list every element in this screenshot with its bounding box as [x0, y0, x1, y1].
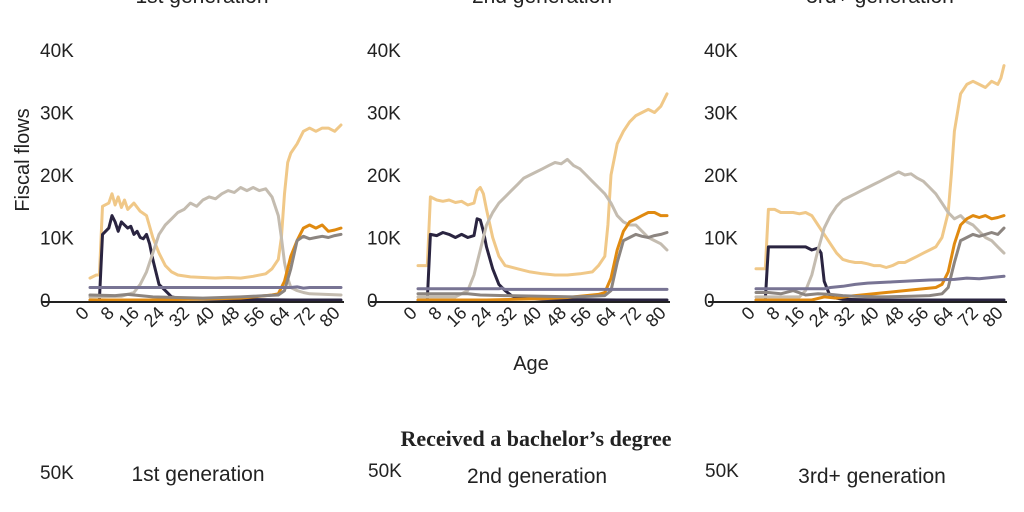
- x-tick-label: 0: [72, 303, 93, 324]
- y-tick-label: 10K: [704, 229, 738, 250]
- series-line-slate: [416, 286, 669, 291]
- series-line-light-orange: [416, 92, 669, 277]
- series-line-slate: [88, 285, 343, 290]
- series-line-light-gray: [416, 157, 669, 299]
- chart-panel-3: 3rd+ generation010K20K30K40K081624324048…: [704, 0, 1007, 331]
- y-tick-label: 30K: [704, 104, 738, 125]
- bottom-panel-title-3rd: 3rd+ generation: [798, 465, 946, 488]
- x-tick-label: 80: [316, 303, 344, 331]
- x-tick-label: 80: [979, 303, 1007, 331]
- y-axis-title: Fiscal flows: [12, 108, 34, 211]
- series-line-slate: [754, 274, 1006, 291]
- x-axis-title: Age: [513, 353, 549, 375]
- chart-panel-1: 1st generation010K20K30K40K0816243240485…: [40, 0, 344, 331]
- series-line-gray: [416, 231, 669, 299]
- y-tick-label: 20K: [367, 166, 401, 187]
- series-line-orange: [416, 211, 669, 302]
- y-tick-label: 40K: [40, 41, 74, 62]
- bottom-panel-title-1st: 1st generation: [131, 463, 264, 486]
- bottom-panel-title-2nd: 2nd generation: [467, 465, 607, 488]
- y-tick-label: 10K: [367, 229, 401, 250]
- x-tick-label: 8: [762, 303, 783, 324]
- bottom-ytick-50k-1: 50K: [40, 463, 74, 484]
- y-tick-label: 30K: [367, 104, 401, 125]
- section-title: Received a bachelor’s degree: [400, 426, 671, 451]
- series-line-light-gray: [88, 186, 343, 299]
- x-tick-label: 0: [738, 303, 759, 324]
- x-tick-label: 8: [97, 303, 118, 324]
- bottom-ytick-50k-3: 50K: [705, 461, 739, 482]
- chart-panel-2: 2nd generation010K20K30K40K0816243240485…: [367, 0, 670, 331]
- y-tick-label: 40K: [704, 41, 738, 62]
- y-tick-label: 40K: [367, 41, 401, 62]
- y-tick-label: 20K: [40, 166, 74, 187]
- series-line-gray: [88, 232, 343, 300]
- panel-title: 2nd generation: [472, 0, 612, 8]
- series-line-light-orange: [754, 64, 1006, 271]
- x-tick-label: 8: [425, 303, 446, 324]
- y-tick-label: 30K: [40, 104, 74, 125]
- y-tick-label: 20K: [704, 166, 738, 187]
- panel-title: 1st generation: [135, 0, 268, 8]
- bottom-ytick-50k-2: 50K: [368, 461, 402, 482]
- x-tick-label: 0: [400, 303, 421, 324]
- series-line-light-gray: [754, 170, 1006, 299]
- x-tick-label: 80: [642, 303, 670, 331]
- y-tick-label: 10K: [40, 229, 74, 250]
- series-line-light-orange: [88, 123, 343, 280]
- panel-title: 3rd+ generation: [806, 0, 954, 8]
- series-line-gray: [754, 226, 1006, 299]
